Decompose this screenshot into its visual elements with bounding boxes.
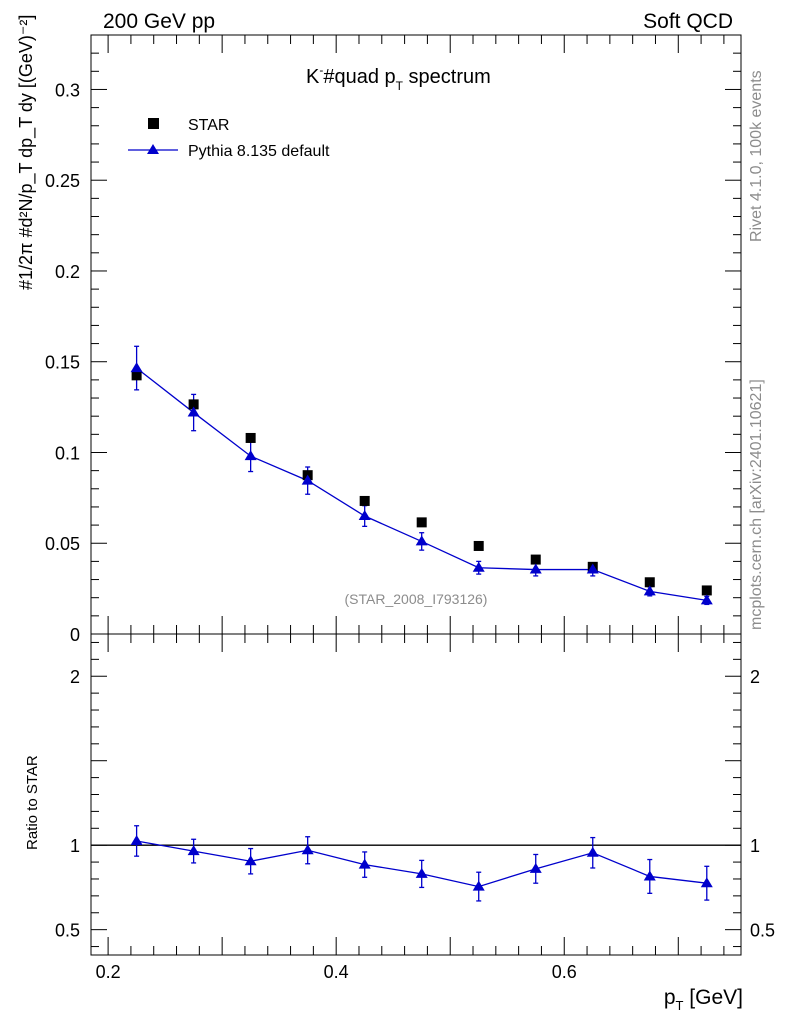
x-axis-label-sub: T — [676, 998, 684, 1013]
legend-pythia-label: Pythia 8.135 default — [188, 143, 330, 160]
star-data-point — [644, 577, 655, 588]
pythia-data-point — [529, 563, 542, 574]
pythia-data-point — [358, 510, 371, 521]
ratio-data-point — [472, 880, 485, 891]
main-y-axis-label-text: #1/2π #d²N/p_T dp_T dy [(GeV)⁻²] — [16, 15, 37, 290]
x-axis-label: pT [GeV] — [664, 986, 743, 1013]
analysis-id-annotation: (STAR_2008_I793126) — [345, 591, 488, 607]
ratio-y-tick-label-left: 1 — [70, 836, 80, 856]
star-data-point — [359, 495, 370, 506]
x-tick-label: 0.6 — [552, 962, 577, 982]
title-main: K — [306, 66, 320, 88]
pythia-data-point — [130, 362, 143, 373]
main-axis-ticks: 0.05 0.1 0.15 0.2 0.25 0.3 — [45, 35, 741, 634]
ratio-data-point — [301, 844, 314, 855]
star-data-point — [473, 540, 484, 551]
header-left-label: 200 GeV pp — [103, 10, 215, 33]
main-y-tick-label: 0.15 — [45, 353, 80, 373]
main-y-axis-label: #1/2π #d²N/p_T dp_T dy [(GeV)⁻²] — [16, 15, 37, 290]
pythia-data-point — [301, 474, 314, 485]
legend: STAR Pythia 8.135 default — [128, 117, 330, 160]
main-y-tick-label: 0.3 — [55, 80, 80, 100]
ratio-y-tick-label-left: 0.5 — [55, 921, 80, 941]
pythia-data-point — [643, 585, 656, 596]
pythia-data-point — [244, 450, 257, 461]
ratio-data-point — [643, 870, 656, 881]
ratio-y-tick-label-right: 1 — [750, 836, 760, 856]
ratio-data-point — [244, 855, 257, 866]
rivet-version-label: Rivet 4.1.0, 100k events — [748, 70, 765, 242]
main-plot-title: K-#quad pT spectrum — [306, 63, 491, 93]
ratio-data-point — [130, 834, 143, 845]
x-axis-label-text: pT [GeV] — [664, 986, 743, 1013]
legend-star-marker — [148, 118, 159, 129]
star-data-point — [701, 585, 712, 596]
ratio-data-point — [529, 862, 542, 873]
pythia-data-point — [586, 563, 599, 574]
title-end: spectrum — [403, 66, 491, 88]
main-y-tick-label: 0.1 — [55, 443, 80, 463]
ratio-y-axis-label: Ratio to STAR — [24, 755, 41, 850]
title-superscript: - — [319, 63, 323, 77]
main-data-marks — [130, 345, 713, 606]
mcplots-label: mcplots.cern.ch [arXiv:2401.10621] — [748, 379, 765, 630]
ratio-y-tick-label-right: 2 — [750, 667, 760, 687]
legend-pythia-marker — [147, 144, 159, 154]
ratio-y-tick-label-right: 0.5 — [750, 921, 775, 941]
star-data-point — [188, 399, 199, 410]
pythia-data-point — [472, 561, 485, 572]
title-subscript: T — [396, 79, 404, 93]
ratio-data-point — [586, 846, 599, 857]
star-data-point — [416, 517, 427, 528]
ratio-data-point — [415, 867, 428, 878]
title-middle: #quad p — [323, 66, 395, 88]
main-y-tick-label: 0.2 — [55, 262, 80, 282]
x-axis-label-unit: [GeV] — [683, 986, 743, 1009]
ratio-axis-ticks: 0.2 0.4 0.6 0.5 0.5 1 1 2 2 — [55, 634, 775, 982]
ratio-plot-frame — [90, 633, 742, 956]
pythia-series-line — [136, 367, 707, 602]
pythia-data-point — [415, 535, 428, 546]
ratio-y-tick-label-left: 2 — [70, 667, 80, 687]
pythia-data-point — [700, 594, 713, 605]
ratio-data-point — [187, 845, 200, 856]
star-data-point — [245, 432, 256, 443]
main-y-tick-label-zero: 0 — [70, 625, 80, 645]
x-tick-label: 0.4 — [324, 962, 349, 982]
star-data-point — [530, 554, 541, 565]
ratio-data-point — [700, 877, 713, 888]
x-tick-label: 0.2 — [96, 962, 121, 982]
pythia-data-point — [187, 406, 200, 417]
main-y-tick-label: 0.25 — [45, 171, 80, 191]
ratio-data-point — [358, 858, 371, 869]
ratio-data-marks — [91, 825, 741, 902]
legend-star-label: STAR — [188, 117, 229, 134]
star-data-point — [131, 370, 142, 381]
main-y-tick-label: 0.05 — [45, 534, 80, 554]
header-right-label: Soft QCD — [643, 10, 733, 33]
x-axis-label-p: p — [664, 986, 676, 1009]
